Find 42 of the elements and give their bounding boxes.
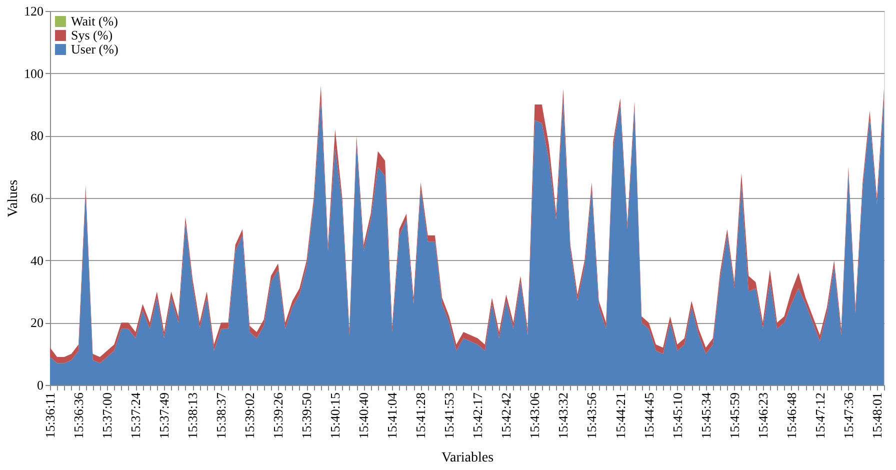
legend-label: Wait (%) xyxy=(71,14,118,28)
legend-label: User (%) xyxy=(71,42,118,56)
x-tick-label: 15:38:13 xyxy=(185,392,200,439)
y-tick-label: 60 xyxy=(30,190,44,206)
x-tick-label: 15:44:21 xyxy=(612,392,628,439)
x-tick-label: 15:45:34 xyxy=(698,392,714,439)
x-tick-label: 15:40:15 xyxy=(328,392,343,439)
x-tick-label: 15:47:12 xyxy=(812,392,828,439)
y-axis-title: Values xyxy=(6,180,21,218)
x-tick-label: 15:38:37 xyxy=(214,392,229,439)
y-tick-label: 0 xyxy=(37,378,44,392)
x-axis-title: Variables xyxy=(441,450,494,466)
x-tick-label: 15:36:36 xyxy=(71,392,86,439)
x-tick-label: 15:45:10 xyxy=(670,392,685,439)
x-tick-label: 15:39:02 xyxy=(242,392,258,439)
x-tick-label: 15:42:42 xyxy=(498,392,514,439)
x-tick-label: 15:37:24 xyxy=(128,392,144,439)
x-tick-label: 15:46:23 xyxy=(755,392,770,439)
x-tick-label: 15:44:45 xyxy=(641,392,656,439)
y-tick-label: 20 xyxy=(30,315,44,330)
x-tick-label: 15:43:56 xyxy=(584,392,600,439)
legend-label: Sys (%) xyxy=(71,28,113,42)
y-tick-label: 100 xyxy=(24,66,44,81)
x-tick-label: 15:41:28 xyxy=(413,392,428,439)
x-tick-label: 15:45:59 xyxy=(726,392,742,439)
x-tick-label: 15:46:48 xyxy=(784,392,799,439)
x-tick-label: 15:41:04 xyxy=(384,392,400,439)
x-tick-label: 15:37:00 xyxy=(100,392,115,439)
x-tick-label: 15:48:01 xyxy=(869,392,884,439)
x-tick-label: 15:40:40 xyxy=(356,392,372,439)
x-tick-label: 15:36:11 xyxy=(42,392,58,438)
x-tick-label: 15:43:06 xyxy=(527,392,542,439)
x-tick-label: 15:47:36 xyxy=(840,392,856,439)
x-tick-label: 15:39:50 xyxy=(299,392,314,439)
x-tick-label: 15:42:17 xyxy=(470,392,486,439)
x-tick-label: 15:43:32 xyxy=(556,392,571,439)
y-tick-label: 80 xyxy=(30,128,44,144)
y-tick-label: 120 xyxy=(24,4,44,18)
y-tick-label: 40 xyxy=(30,252,44,268)
x-tick-label: 15:41:53 xyxy=(442,392,457,439)
x-tick-label: 15:39:26 xyxy=(270,392,286,439)
x-tick-label: 15:37:49 xyxy=(156,392,172,439)
